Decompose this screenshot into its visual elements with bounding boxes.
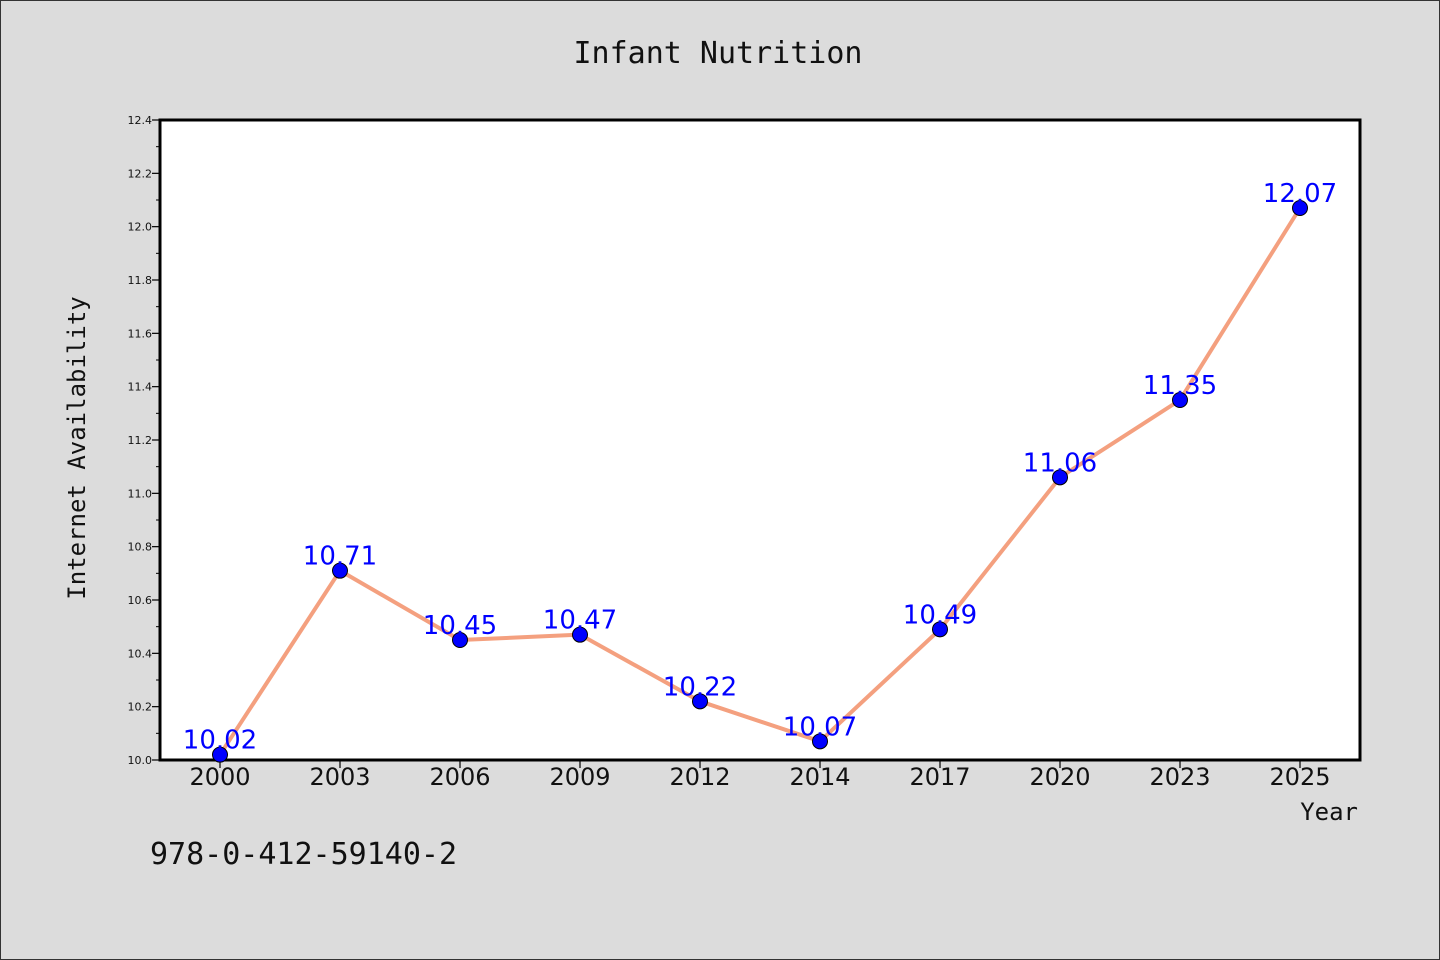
y-tick-label: 10.6 (128, 594, 153, 607)
y-tick-label: 12.0 (128, 221, 153, 234)
x-tick-label: 2006 (429, 763, 490, 791)
chart-title: Infant Nutrition (574, 36, 863, 71)
data-label: 10.07 (783, 712, 857, 742)
y-tick-label: 10.2 (128, 701, 153, 714)
series-layer (212, 200, 1308, 763)
y-tick-label: 10.0 (128, 754, 153, 767)
x-tick-label: 2014 (789, 763, 850, 791)
x-tick-label: 2012 (669, 763, 730, 791)
y-tick-label: 12.4 (128, 114, 153, 127)
y-axis-title: Internet Availability (63, 296, 91, 599)
plot-area (158, 118, 1362, 762)
x-axis: 2000 2003 2006 2009 2012 2014 2017 2020 2023 2025 (189, 760, 1331, 791)
y-tick-label: 11.0 (128, 487, 153, 500)
series-line (218, 206, 1302, 756)
x-tick-label: 2000 (189, 763, 250, 791)
x-tick-label: 2020 (1029, 763, 1090, 791)
data-point-marker (932, 621, 948, 638)
data-label: 10.02 (183, 726, 257, 756)
data-label: 11.06 (1023, 448, 1097, 478)
x-tick-label: 2009 (549, 763, 610, 791)
data-point-marker (1292, 200, 1308, 216)
x-tick-label: 2025 (1269, 763, 1330, 791)
y-tick-label: 11.6 (128, 327, 153, 340)
x-tick-label: 2023 (1149, 763, 1210, 791)
x-axis-title: Year (1300, 798, 1358, 826)
y-tick-label: 11.2 (128, 434, 153, 447)
data-label: 10.49 (903, 600, 977, 630)
x-tick-label: 2017 (909, 763, 970, 791)
data-point-marker (1052, 469, 1068, 486)
y-tick-label: 11.4 (128, 381, 153, 394)
y-tick-label: 12.2 (128, 167, 153, 180)
data-label: 12.07 (1263, 179, 1337, 209)
data-point-marker (1172, 392, 1188, 408)
data-point-marker (332, 562, 348, 579)
y-tick-label: 10.4 (128, 647, 153, 660)
data-label: 10.45 (423, 611, 497, 641)
data-label: 11.35 (1143, 371, 1217, 401)
data-label: 10.47 (543, 606, 617, 636)
data-point-marker (452, 632, 468, 648)
y-tick-label: 11.8 (128, 274, 153, 287)
data-label: 10.71 (303, 542, 377, 572)
data-label: 10.22 (663, 672, 737, 702)
footnote-isbn: 978-0-412-59140-2 (150, 837, 457, 872)
data-point-marker (692, 693, 708, 710)
data-point-marker (212, 746, 228, 763)
y-tick-label: 10.8 (128, 541, 153, 554)
data-point-marker (572, 626, 588, 643)
data-labels: 10.02 10.71 10.45 10.47 10.22 10.07 10.49 11.06… (183, 179, 1337, 756)
x-tick-label: 2003 (309, 763, 370, 791)
data-point-marker (812, 733, 828, 750)
y-axis: 10.0 10.2 10.4 10.6 10.8 11.0 11.2 11.4 11.6 11.8… (128, 114, 160, 767)
